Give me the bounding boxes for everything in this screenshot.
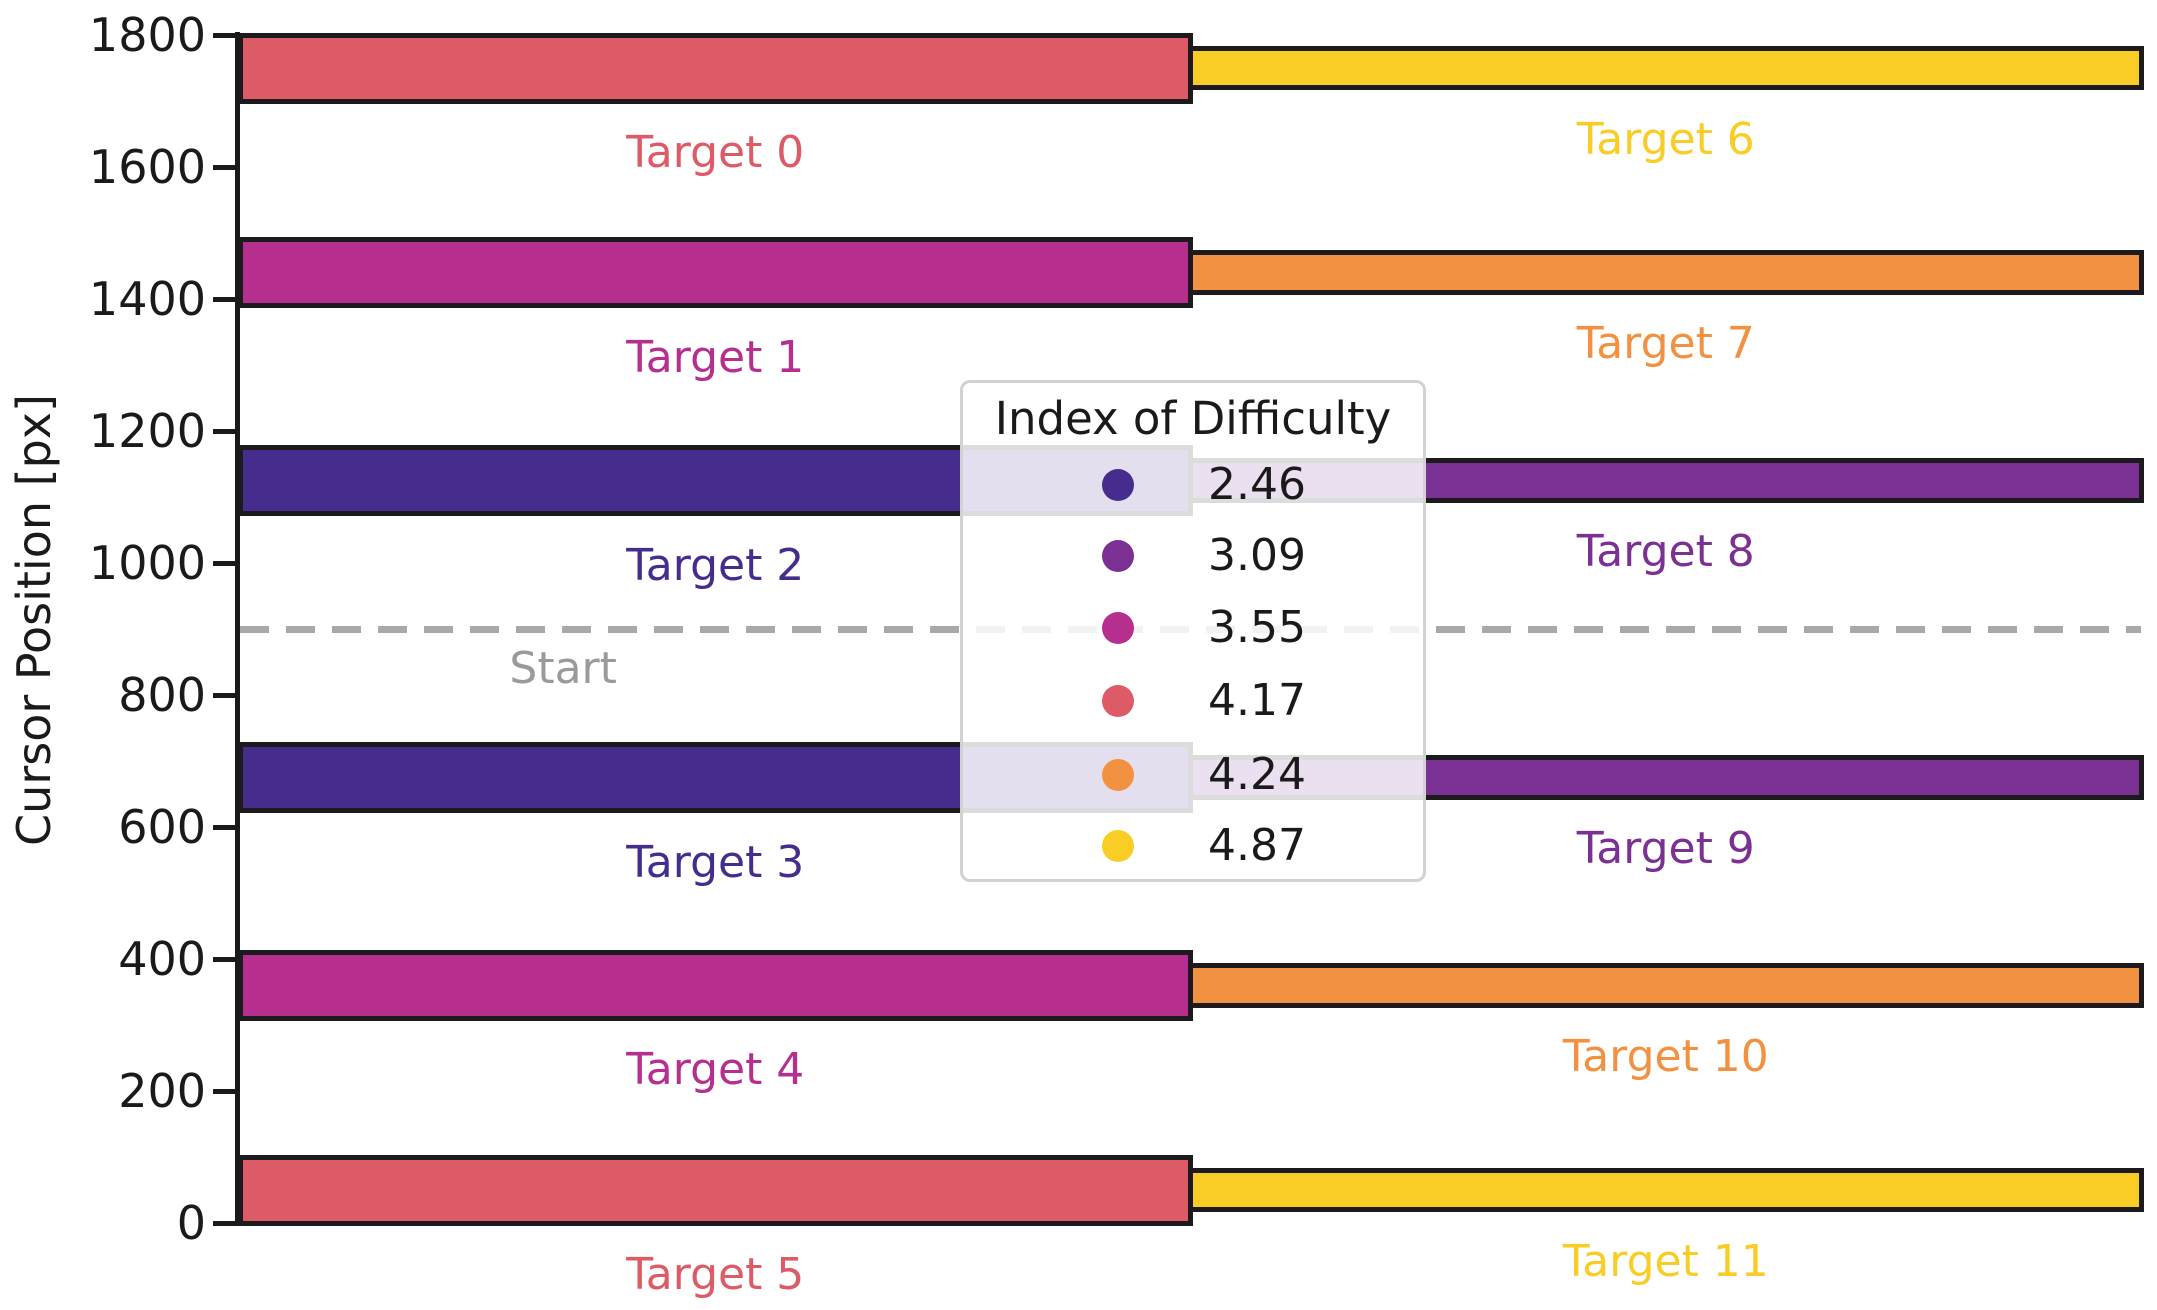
target-4-bar <box>237 949 1193 1021</box>
legend-entry-value: 3.55 <box>1208 602 1306 653</box>
legend-marker-dot <box>1102 830 1134 862</box>
target-10-bar <box>1188 963 2144 1008</box>
y-tick-label: 600 <box>118 800 206 854</box>
legend-entry-value: 2.46 <box>1208 459 1306 510</box>
start-line-label: Start <box>509 643 617 694</box>
target-8-label: Target 8 <box>1576 526 1755 578</box>
y-tick-mark <box>213 164 235 170</box>
target-2-label: Target 2 <box>626 539 805 591</box>
legend-marker-dot <box>1102 759 1134 791</box>
target-7-label: Target 7 <box>1576 318 1755 370</box>
y-tick-mark <box>213 692 235 698</box>
y-tick-mark <box>213 296 235 302</box>
target-1-label: Target 1 <box>626 331 805 383</box>
y-tick-label: 1800 <box>88 8 206 62</box>
y-tick-label: 400 <box>118 932 206 986</box>
y-tick-mark <box>213 824 235 830</box>
legend-marker-dot <box>1102 612 1134 644</box>
target-10-label: Target 10 <box>1562 1031 1769 1083</box>
y-tick-mark <box>213 956 235 962</box>
y-tick-label: 0 <box>176 1196 206 1250</box>
target-5-label: Target 5 <box>626 1249 805 1300</box>
target-4-label: Target 4 <box>626 1044 805 1096</box>
y-tick-mark <box>213 1220 235 1226</box>
target-7-bar <box>1188 250 2144 295</box>
y-tick-mark <box>213 32 235 38</box>
y-tick-mark <box>213 1088 235 1094</box>
target-6-label: Target 6 <box>1576 113 1755 165</box>
y-tick-mark <box>213 428 235 434</box>
y-tick-label: 1400 <box>88 272 206 326</box>
y-tick-label: 1200 <box>88 404 206 458</box>
legend-marker-dot <box>1102 685 1134 717</box>
target-0-bar <box>237 32 1193 104</box>
y-tick-label: 1000 <box>88 536 206 590</box>
legend-marker-dot <box>1102 540 1134 572</box>
legend-entry-value: 4.87 <box>1208 820 1306 871</box>
target-3-label: Target 3 <box>626 836 805 888</box>
legend-entry-value: 4.24 <box>1208 749 1306 800</box>
legend-entry-value: 3.09 <box>1208 530 1306 581</box>
target-11-label: Target 11 <box>1562 1235 1769 1287</box>
legend-title: Index of Difficulty <box>994 392 1392 445</box>
target-11-bar <box>1188 1167 2144 1213</box>
y-tick-label: 1600 <box>88 140 206 194</box>
target-5-bar <box>237 1154 1193 1226</box>
y-tick-label: 800 <box>118 668 206 722</box>
target-0-label: Target 0 <box>626 127 805 178</box>
legend-marker-dot <box>1102 469 1134 501</box>
legend-entry-value: 4.17 <box>1208 675 1306 726</box>
y-tick-label: 200 <box>118 1064 206 1118</box>
target-6-bar <box>1188 45 2144 91</box>
legend-box: Index of Difficulty 2.46 3.09 3.55 4.17 4.24… <box>960 380 1426 882</box>
y-tick-mark <box>213 560 235 566</box>
target-9-label: Target 9 <box>1576 823 1755 875</box>
target-1-bar <box>237 237 1193 309</box>
y-axis-spine <box>235 32 240 1226</box>
